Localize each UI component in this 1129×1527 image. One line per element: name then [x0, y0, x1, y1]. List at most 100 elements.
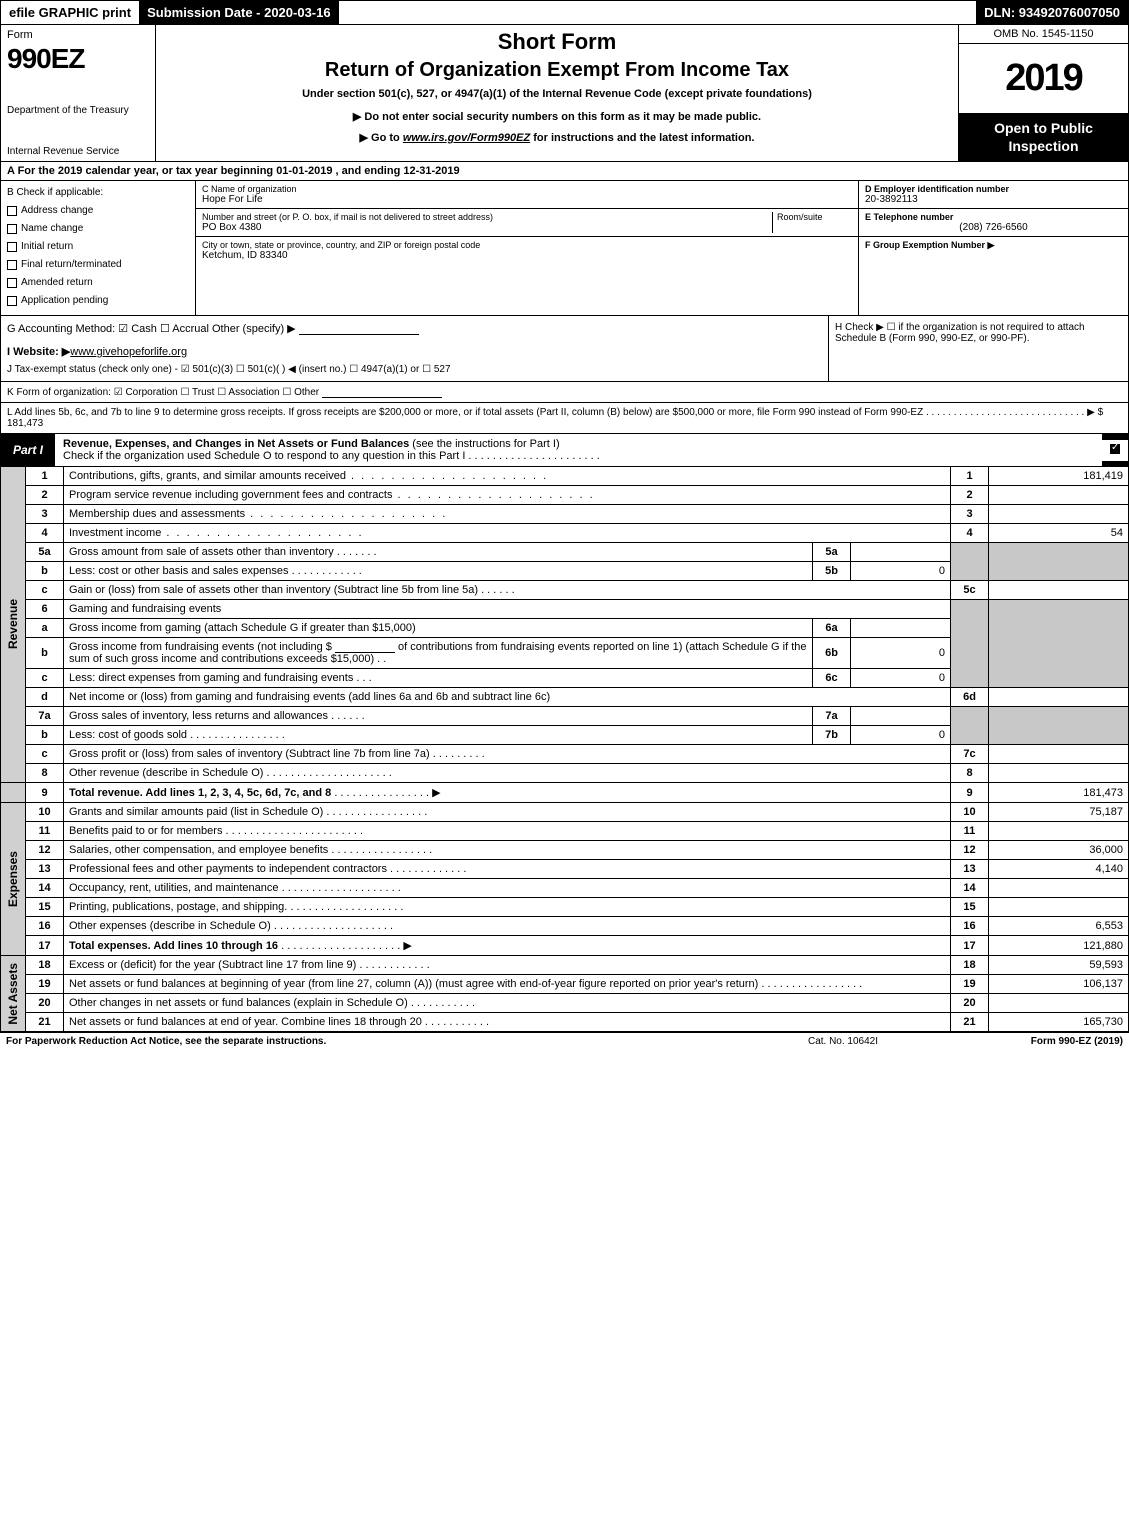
city-value: Ketchum, ID 83340	[202, 250, 480, 261]
amount: 36,000	[989, 841, 1129, 860]
fundraising-amount-input[interactable]	[335, 641, 395, 653]
line-num: b	[26, 562, 64, 581]
chk-final-return[interactable]: Final return/terminated	[7, 257, 189, 273]
right-num: 21	[951, 1013, 989, 1032]
line-desc: Gross income from gaming (attach Schedul…	[64, 619, 813, 638]
line-num: 21	[26, 1013, 64, 1032]
amount: 6,553	[989, 917, 1129, 936]
checkbox-icon[interactable]	[7, 242, 17, 252]
info-block: B Check if applicable: Address change Na…	[0, 181, 1129, 316]
efile-print-button[interactable]: efile GRAPHIC print	[1, 1, 139, 24]
submission-date: Submission Date - 2020-03-16	[139, 1, 339, 24]
ein-row: D Employer identification number 20-3892…	[859, 181, 1128, 209]
line-desc: Professional fees and other payments to …	[64, 860, 951, 879]
chk-app-pending[interactable]: Application pending	[7, 293, 189, 309]
room-label: Room/suite	[777, 212, 852, 222]
gray-cell	[989, 707, 1129, 745]
amount: 4,140	[989, 860, 1129, 879]
checkbox-icon[interactable]	[7, 278, 17, 288]
checkbox-icon[interactable]	[7, 260, 17, 270]
line-11: 11 Benefits paid to or for members . . .…	[1, 822, 1129, 841]
line-num: 11	[26, 822, 64, 841]
checkbox-icon[interactable]	[7, 224, 17, 234]
other-org-input[interactable]	[322, 386, 442, 398]
chk-name-change[interactable]: Name change	[7, 221, 189, 237]
checkbox-icon[interactable]	[7, 206, 17, 216]
checkbox-icon[interactable]	[7, 296, 17, 306]
sub-val: 0	[851, 726, 951, 745]
line-num: 10	[26, 803, 64, 822]
sub-num: 6b	[813, 638, 851, 669]
amount: 121,880	[989, 936, 1129, 956]
form-label: Form	[7, 29, 149, 41]
amount	[989, 764, 1129, 783]
right-num: 11	[951, 822, 989, 841]
street-label: Number and street (or P. O. box, if mail…	[202, 212, 772, 222]
line-num: b	[26, 638, 64, 669]
schedule-o-checkbox[interactable]	[1102, 440, 1128, 461]
line-num: 4	[26, 524, 64, 543]
dln: DLN: 93492076007050	[976, 1, 1128, 24]
spacer	[339, 1, 977, 24]
form-number: 990EZ	[7, 43, 149, 75]
line-num: 8	[26, 764, 64, 783]
line-num: 19	[26, 975, 64, 994]
sub-val: 0	[851, 669, 951, 688]
line-desc: Printing, publications, postage, and shi…	[64, 898, 951, 917]
line-desc: Program service revenue including govern…	[64, 486, 951, 505]
form-header: Form 990EZ Department of the Treasury In…	[0, 25, 1129, 162]
part-1-title-bold: Revenue, Expenses, and Changes in Net As…	[63, 438, 409, 450]
part-1-title: Revenue, Expenses, and Changes in Net As…	[55, 434, 1102, 466]
sub-val	[851, 707, 951, 726]
cat-no: Cat. No. 10642I	[743, 1036, 943, 1047]
city-label: City or town, state or province, country…	[202, 240, 480, 250]
checkbox-checked-icon[interactable]	[1110, 444, 1120, 454]
chk-address-change[interactable]: Address change	[7, 203, 189, 219]
box-c: C Name of organization Hope For Life Num…	[196, 181, 858, 315]
line-num: 12	[26, 841, 64, 860]
row-l-text: L Add lines 5b, 6c, and 7b to line 9 to …	[7, 407, 1103, 418]
line-15: 15 Printing, publications, postage, and …	[1, 898, 1129, 917]
gray-cell	[989, 600, 1129, 688]
box-b-label: B Check if applicable:	[7, 185, 189, 201]
right-num: 12	[951, 841, 989, 860]
line-desc: Net assets or fund balances at end of ye…	[64, 1013, 951, 1032]
revenue-side-label: Revenue	[1, 467, 26, 783]
line-21: 21 Net assets or fund balances at end of…	[1, 1013, 1129, 1032]
gray-cell	[951, 600, 989, 688]
amount: 165,730	[989, 1013, 1129, 1032]
goto-link[interactable]: www.irs.gov/Form990EZ	[403, 132, 530, 144]
gray-cell	[989, 543, 1129, 581]
amount	[989, 505, 1129, 524]
right-num: 1	[951, 467, 989, 486]
sub-val: 0	[851, 562, 951, 581]
tax-exempt-status: J Tax-exempt status (check only one) - ☑…	[7, 364, 822, 375]
line-8: 8 Other revenue (describe in Schedule O)…	[1, 764, 1129, 783]
line-7c: c Gross profit or (loss) from sales of i…	[1, 745, 1129, 764]
chk-amended-return[interactable]: Amended return	[7, 275, 189, 291]
amount	[989, 581, 1129, 600]
other-specify-input[interactable]	[299, 323, 419, 335]
line-6d: d Net income or (loss) from gaming and f…	[1, 688, 1129, 707]
part-1-check-text: Check if the organization used Schedule …	[63, 450, 600, 462]
line-2: 2 Program service revenue including gove…	[1, 486, 1129, 505]
amount: 106,137	[989, 975, 1129, 994]
phone-label: E Telephone number	[865, 212, 1122, 222]
line-3: 3 Membership dues and assessments 3	[1, 505, 1129, 524]
line-20: 20 Other changes in net assets or fund b…	[1, 994, 1129, 1013]
line-num: c	[26, 745, 64, 764]
chk-initial-return[interactable]: Initial return	[7, 239, 189, 255]
line-num: 2	[26, 486, 64, 505]
right-num: 13	[951, 860, 989, 879]
gross-receipts: 181,473	[7, 418, 43, 429]
amount	[989, 745, 1129, 764]
sub-val: 0	[851, 638, 951, 669]
line-desc: Less: direct expenses from gaming and fu…	[64, 669, 813, 688]
website-link[interactable]: www.givehopeforlife.org	[70, 346, 187, 358]
header-center: Short Form Return of Organization Exempt…	[156, 25, 958, 161]
org-name-row: C Name of organization Hope For Life	[196, 181, 858, 209]
row-h: H Check ▶ ☐ if the organization is not r…	[828, 316, 1128, 381]
form-of-org: K Form of organization: ☑ Corporation ☐ …	[7, 387, 319, 398]
website-label: I Website: ▶	[7, 346, 70, 358]
sub-num: 6c	[813, 669, 851, 688]
